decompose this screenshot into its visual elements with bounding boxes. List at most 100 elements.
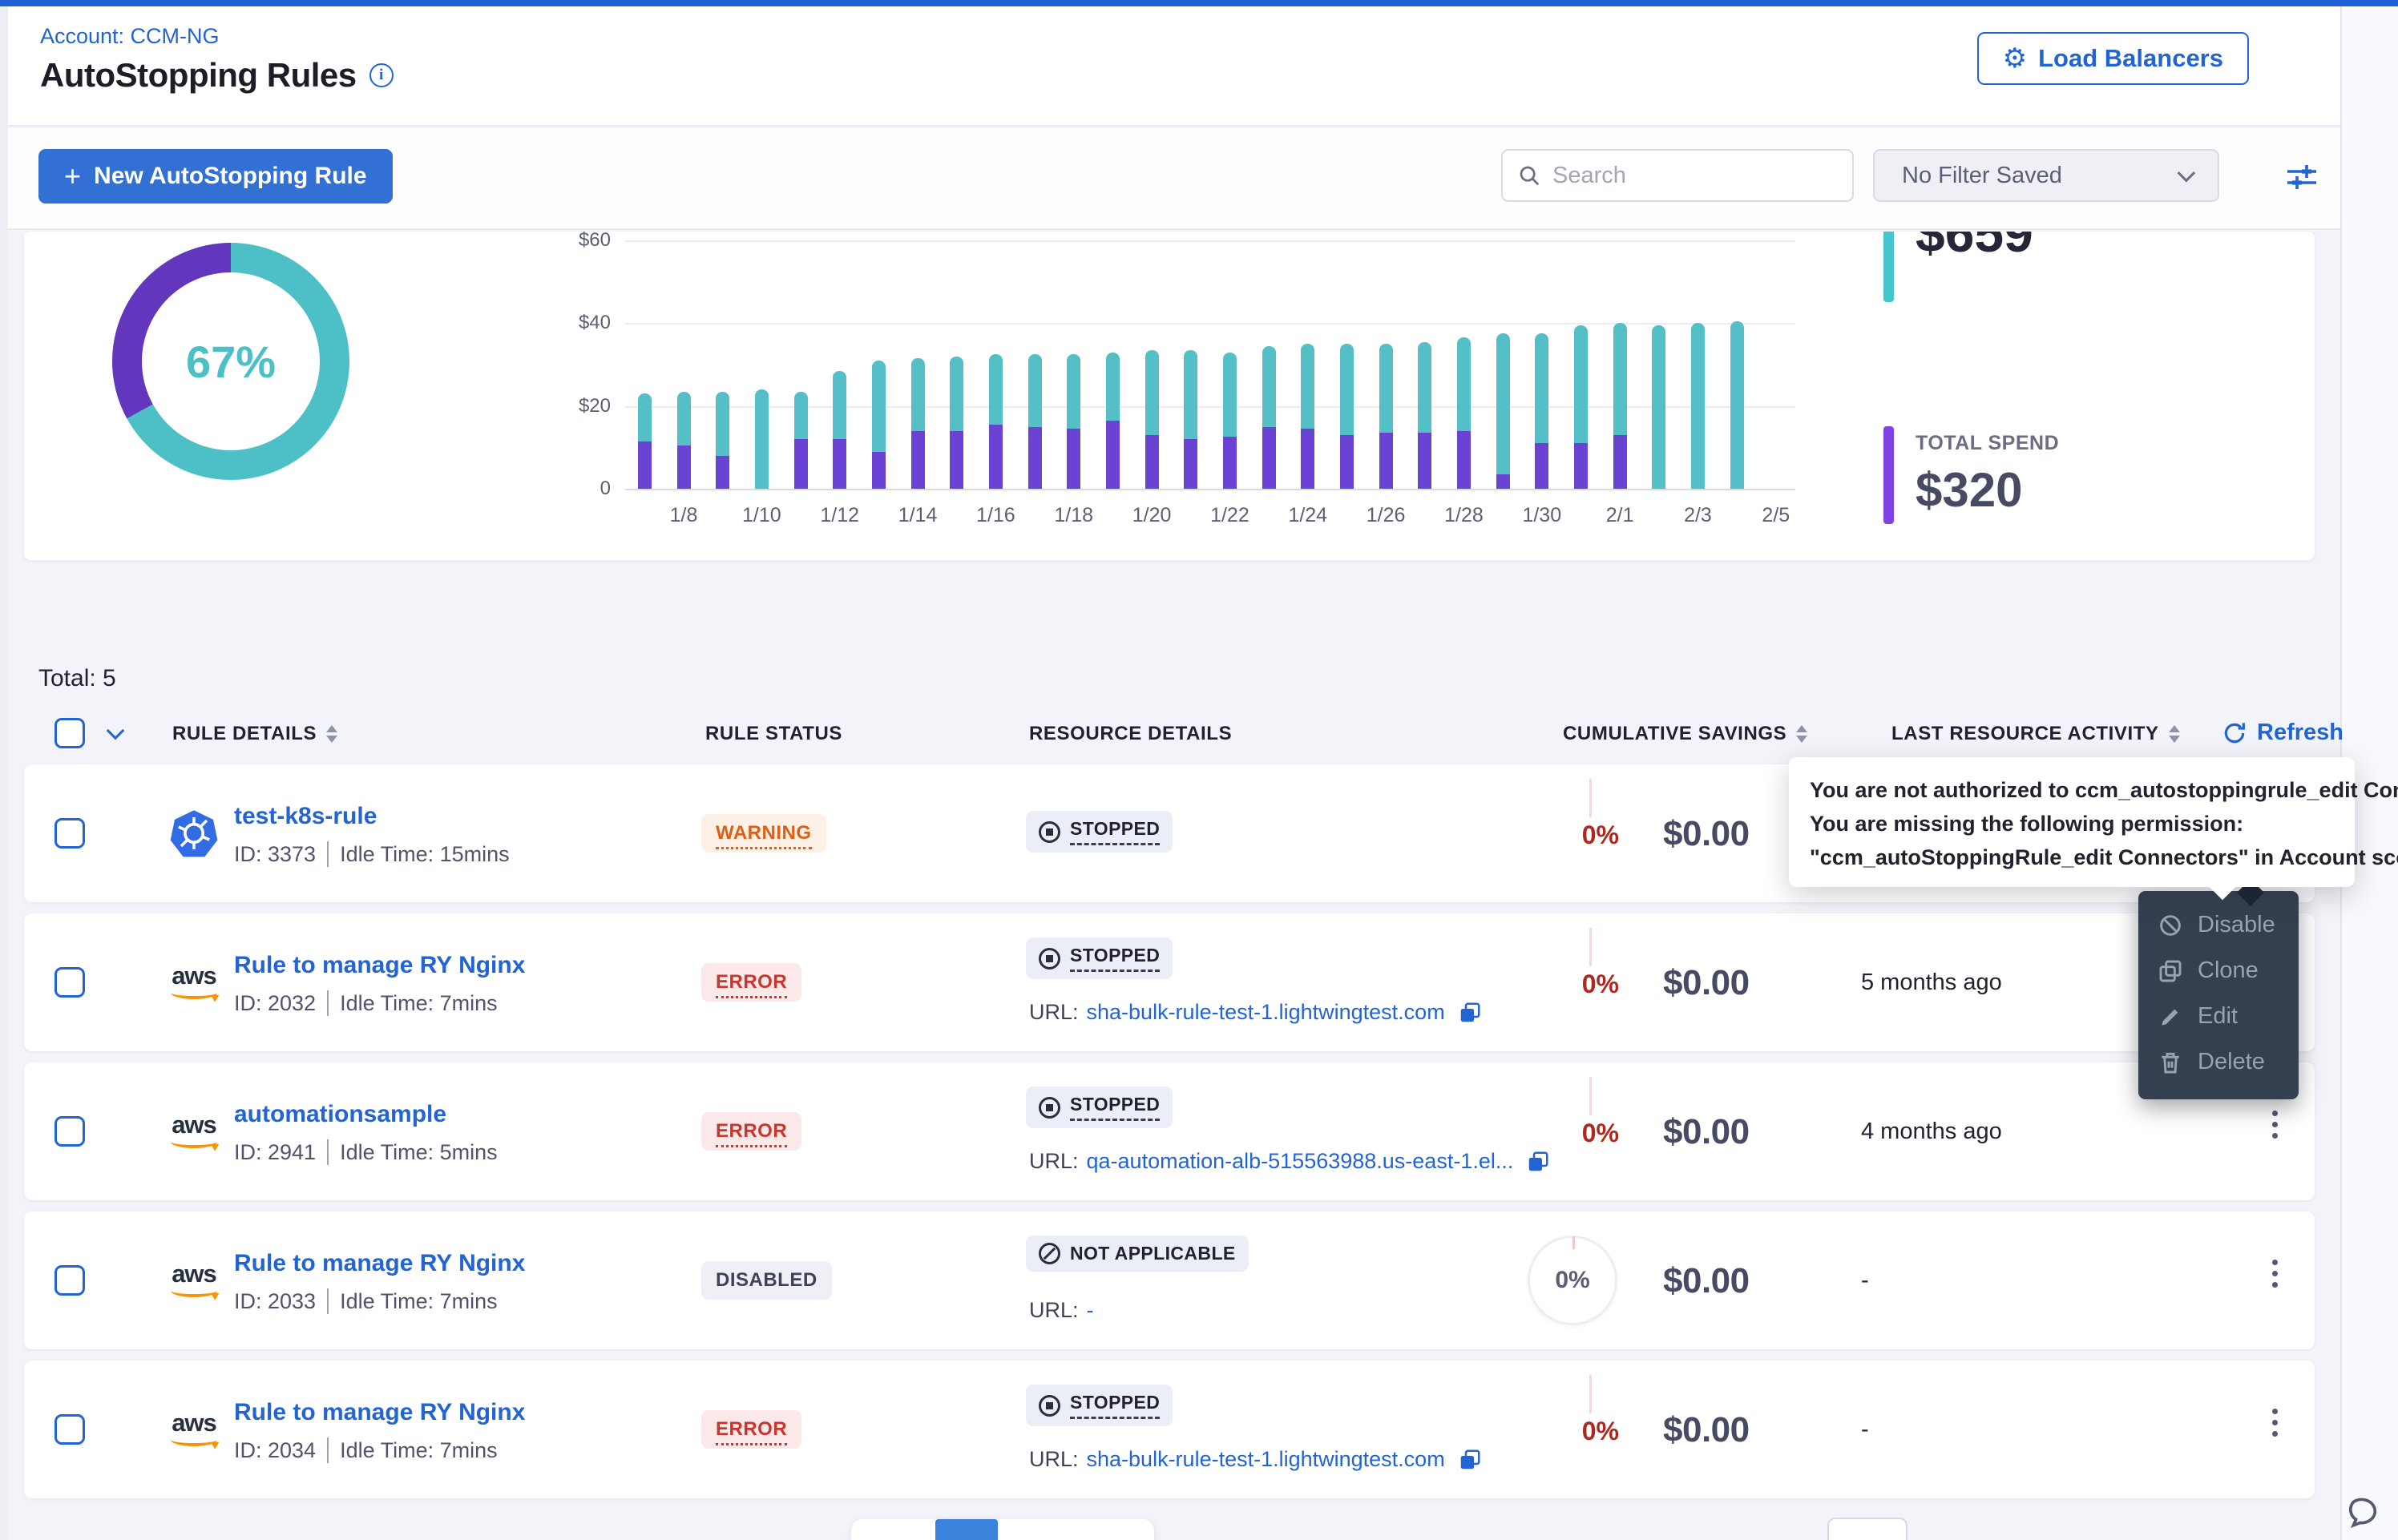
autostopping-rules-page: Account: CCM-NG AutoStopping Rules i ⚙ L…: [0, 0, 2398, 1540]
row-checkbox[interactable]: [54, 818, 85, 849]
filter-sliders-icon: [2283, 157, 2321, 196]
copy-icon[interactable]: [1526, 1150, 1550, 1174]
savings-percent: 0%: [1499, 820, 1619, 850]
resource-url-link[interactable]: sha-bulk-rule-test-1.lightwingtest.com: [1087, 1447, 1445, 1472]
bar-slot: 2/1: [1601, 240, 1640, 489]
saved-filter-value: No Filter Saved: [1902, 163, 2062, 189]
not-applicable-icon: [1039, 1243, 1060, 1264]
filter-panel-button[interactable]: [2283, 157, 2321, 196]
menu-item-disable[interactable]: Disable: [2138, 902, 2299, 948]
row-menu-button[interactable]: [2259, 1258, 2291, 1306]
bar-slot: 2/3: [1678, 240, 1718, 489]
status-badge[interactable]: ERROR: [701, 1410, 801, 1449]
rule-name-link[interactable]: automationsample: [234, 1101, 446, 1128]
aws-icon: aws: [168, 1404, 220, 1455]
chevron-down-icon: [2178, 164, 2196, 183]
search-box[interactable]: [1501, 149, 1854, 202]
sort-icon[interactable]: [326, 725, 337, 743]
bar-slot: 1/18: [1054, 240, 1093, 489]
copy-icon[interactable]: [1458, 1448, 1482, 1472]
row-checkbox[interactable]: [54, 1265, 85, 1296]
rule-meta: ID: 3373Idle Time: 15mins: [234, 841, 510, 867]
page-title: AutoStopping Rules: [40, 56, 357, 95]
new-rule-label: New AutoStopping Rule: [94, 163, 367, 190]
total-spend-value: $320: [1916, 462, 2022, 518]
bar-slot: 1/8: [664, 240, 704, 489]
account-breadcrumb[interactable]: Account: CCM-NG: [40, 24, 220, 49]
savings-percent: 0%: [1499, 970, 1619, 999]
bar-slot: [937, 240, 976, 489]
total-count: Total: 5: [38, 665, 116, 692]
row-checkbox[interactable]: [54, 1116, 85, 1147]
new-autostopping-rule-button[interactable]: + New AutoStopping Rule: [38, 149, 393, 204]
rule-meta: ID: 2032Idle Time: 7mins: [234, 990, 498, 1016]
savings-amount: $0.00: [1663, 1112, 1750, 1152]
total-savings-value: $659: [1916, 232, 2033, 264]
row-checkbox[interactable]: [54, 1414, 85, 1445]
bar-slot: [1718, 240, 1757, 489]
rule-name-link[interactable]: Rule to manage RY Nginx: [234, 952, 525, 979]
sort-icon[interactable]: [1796, 725, 1807, 743]
savings-amount: $0.00: [1663, 963, 1750, 1003]
resource-url-link[interactable]: -: [1087, 1298, 1094, 1323]
last-activity: -: [1861, 1417, 1869, 1443]
select-menu-chevron-icon[interactable]: [107, 722, 125, 740]
last-activity: 4 months ago: [1861, 1119, 2002, 1145]
rows-per-page-select[interactable]: [1827, 1518, 1908, 1540]
menu-item-delete[interactable]: Delete: [2138, 1039, 2299, 1085]
savings-percentage: 67%: [186, 336, 276, 388]
rule-name-link[interactable]: Rule to manage RY Nginx: [234, 1399, 525, 1426]
row-checkbox[interactable]: [54, 967, 85, 998]
bar-slot: 1/12: [820, 240, 859, 489]
copy-icon[interactable]: [1458, 1001, 1482, 1025]
resource-state-badge: NOT APPLICABLE: [1026, 1236, 1249, 1272]
saved-filter-dropdown[interactable]: No Filter Saved: [1873, 149, 2219, 202]
rule-meta: ID: 2941Idle Time: 5mins: [234, 1139, 498, 1165]
help-chat-icon[interactable]: [2345, 1492, 2385, 1532]
table-row: aws Rule to manage RY Nginx ID: 2033Idle…: [24, 1211, 2315, 1349]
current-page-button[interactable]: [935, 1519, 998, 1540]
search-input[interactable]: [1552, 163, 1817, 189]
bar-slot: [1015, 240, 1055, 489]
stopped-icon: [1039, 948, 1060, 970]
refresh-button[interactable]: Refresh: [2222, 720, 2344, 746]
rule-name-link[interactable]: Rule to manage RY Nginx: [234, 1250, 525, 1277]
savings-gauge: 0%: [1528, 1236, 1617, 1325]
row-menu-button[interactable]: [2259, 1407, 2291, 1455]
rule-name-link[interactable]: test-k8s-rule: [234, 803, 377, 830]
status-badge[interactable]: DISABLED: [701, 1261, 832, 1300]
info-icon[interactable]: i: [369, 63, 394, 87]
bar-slot: 1/14: [898, 240, 938, 489]
spend-savings-bar-chart: $60$40$2001/81/101/121/141/161/181/201/2…: [625, 240, 1795, 489]
bar-slot: 1/10: [742, 240, 781, 489]
column-rule-details[interactable]: RULE DETAILS: [172, 723, 337, 745]
savings-amount: $0.00: [1663, 1261, 1750, 1301]
status-badge[interactable]: WARNING: [701, 814, 826, 853]
column-last-resource-activity[interactable]: LAST RESOURCE ACTIVITY: [1891, 723, 2180, 745]
stopped-icon: [1039, 1395, 1060, 1417]
savings-amount: $0.00: [1663, 814, 1750, 854]
pagination-bar[interactable]: [851, 1519, 1154, 1540]
toolbar: + New AutoStopping Rule No Filter Saved: [8, 128, 2340, 230]
resource-url-link[interactable]: qa-automation-alb-515563988.us-east-1.el…: [1087, 1149, 1514, 1174]
sort-icon[interactable]: [2169, 725, 2180, 743]
load-balancers-button[interactable]: ⚙ Load Balancers: [1977, 32, 2249, 85]
total-spend-label: TOTAL SPEND: [1916, 432, 2059, 455]
gear-icon: ⚙: [2003, 45, 2027, 72]
status-badge[interactable]: ERROR: [701, 1112, 801, 1151]
status-badge[interactable]: ERROR: [701, 963, 801, 1002]
bar-slot: [1561, 240, 1601, 489]
aws-icon: aws: [168, 1106, 220, 1157]
select-all-checkbox[interactable]: [54, 718, 85, 748]
menu-item-edit[interactable]: Edit: [2138, 994, 2299, 1039]
bar-slot: 1/24: [1288, 240, 1327, 489]
savings-tick: [1589, 1375, 1592, 1413]
savings-percent: 0%: [1499, 1119, 1619, 1148]
resource-url-link[interactable]: sha-bulk-rule-test-1.lightwingtest.com: [1087, 1000, 1445, 1025]
row-menu-button[interactable]: [2259, 1109, 2291, 1157]
resource-state-badge: STOPPED: [1026, 937, 1173, 979]
column-cumulative-savings[interactable]: CUMULATIVE SAVINGS: [1563, 723, 1807, 745]
savings-percent: 0%: [1499, 1417, 1619, 1446]
clone-icon: [2158, 958, 2183, 984]
menu-item-clone[interactable]: Clone: [2138, 948, 2299, 994]
